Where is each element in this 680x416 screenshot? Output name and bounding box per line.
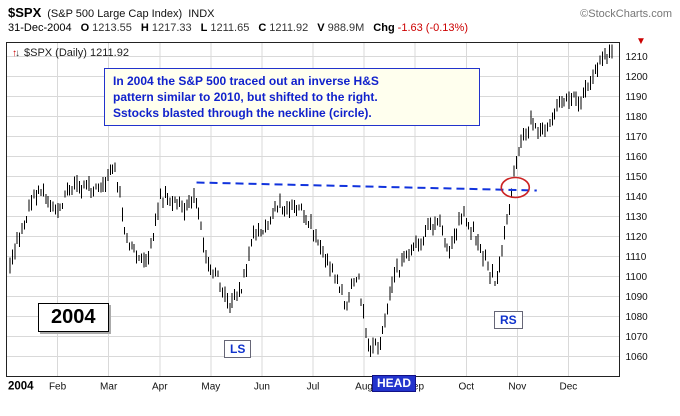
quote-change: Chg -1.63 (-0.13%) <box>373 22 468 34</box>
note-line-1: In 2004 the S&P 500 traced out an invers… <box>113 74 379 88</box>
note-line-2: pattern similar to 2010, but shifted to … <box>113 90 378 104</box>
volume-label: V <box>317 22 325 34</box>
x-tick-label: Nov <box>508 382 526 393</box>
index-name: (S&P 500 Large Cap Index) <box>47 8 183 20</box>
head-label: HEAD <box>372 375 417 392</box>
y-tick-label: 1070 <box>626 332 649 343</box>
x-tick-label: Jul <box>307 382 320 393</box>
change-label: Chg <box>373 22 395 34</box>
x-tick-label: Dec <box>560 382 578 393</box>
year-label: 2004 <box>38 303 109 332</box>
legend-text: $SPX (Daily) 1211.92 <box>24 47 129 59</box>
x-tick-label: May <box>201 382 220 393</box>
right-shoulder-label: RS <box>494 311 523 329</box>
y-tick-label: 1100 <box>626 272 648 283</box>
down-triangle-icon: ▼ <box>636 36 646 47</box>
price-bars <box>9 44 613 358</box>
x-tick-label: Oct <box>458 382 474 393</box>
x-tick-label: 2004 <box>8 381 34 393</box>
exchange: INDX <box>188 8 215 20</box>
y-tick-label: 1150 <box>626 172 648 183</box>
quote-volume: V 988.9M <box>317 22 364 34</box>
y-tick-label: 1140 <box>626 192 648 203</box>
quote-high: H 1217.33 <box>141 22 192 34</box>
y-tick-label: 1180 <box>626 112 648 123</box>
note-line-3: Sstocks blasted through the neckline (ci… <box>113 106 372 120</box>
y-tick-label: 1160 <box>626 152 648 163</box>
y-tick-label: 1090 <box>626 292 649 303</box>
chart-legend: ↑↓ $SPX (Daily) 1211.92 <box>12 47 129 59</box>
open-value: 1213.55 <box>92 22 132 34</box>
breakout-circle <box>500 176 531 199</box>
change-value: -1.63 (-0.13%) <box>397 22 468 34</box>
y-tick-label: 1080 <box>626 312 649 323</box>
neckline <box>196 181 537 192</box>
low-value: 1211.65 <box>210 22 250 34</box>
y-tick-label: 1200 <box>626 72 649 83</box>
close-label: C <box>258 22 267 34</box>
x-tick-label: Apr <box>152 382 168 393</box>
y-tick-label: 1170 <box>626 132 648 143</box>
close-value: 1211.92 <box>269 22 309 34</box>
x-axis-labels: 2004FebMarAprMayJunJulAugSepOctNovDec <box>8 381 577 393</box>
chart-header: $SPX (S&P 500 Large Cap Index) INDX ©Sto… <box>8 5 672 20</box>
annotation-note: In 2004 the S&P 500 traced out an invers… <box>104 68 480 126</box>
x-tick-label: Aug <box>355 382 373 393</box>
plot-border <box>6 42 620 377</box>
y-tick-label: 1190 <box>626 92 648 103</box>
high-value: 1217.33 <box>151 22 192 34</box>
quote-line: 31-Dec-2004 O 1213.55 H 1217.33 L 1211.65 C… <box>8 22 468 34</box>
price-chart-svg: 1210 1200 1190 1180 1170 1160 1150 1140 1130 1120… <box>6 42 649 393</box>
quote-date: 31-Dec-2004 <box>8 22 72 34</box>
y-tick-label: 1120 <box>626 232 648 243</box>
quote-open: O 1213.55 <box>81 22 132 34</box>
y-tick-label: 1210 <box>626 52 649 63</box>
y-tick-label: 1110 <box>626 252 647 263</box>
high-label: H <box>140 22 149 34</box>
quote-close: C 1211.92 <box>258 22 308 34</box>
volume-value: 988.9M <box>327 22 365 34</box>
y-axis-labels: 1210 1200 1190 1180 1170 1160 1150 1140 1130 1120… <box>626 52 649 363</box>
quote-low: L 1211.65 <box>201 22 250 34</box>
left-shoulder-label: LS <box>224 340 252 358</box>
x-tick-label: Jun <box>254 382 270 393</box>
symbol: $SPX <box>8 5 42 20</box>
updown-arrows-icon: ↑↓ <box>12 48 20 59</box>
low-label: L <box>200 22 208 34</box>
y-tick-label: 1130 <box>626 212 648 223</box>
x-tick-label: Mar <box>100 382 118 393</box>
x-tick-label: Feb <box>49 382 67 393</box>
y-tick-label: 1060 <box>626 352 649 363</box>
copyright: ©StockCharts.com <box>580 8 672 20</box>
open-label: O <box>80 22 90 34</box>
